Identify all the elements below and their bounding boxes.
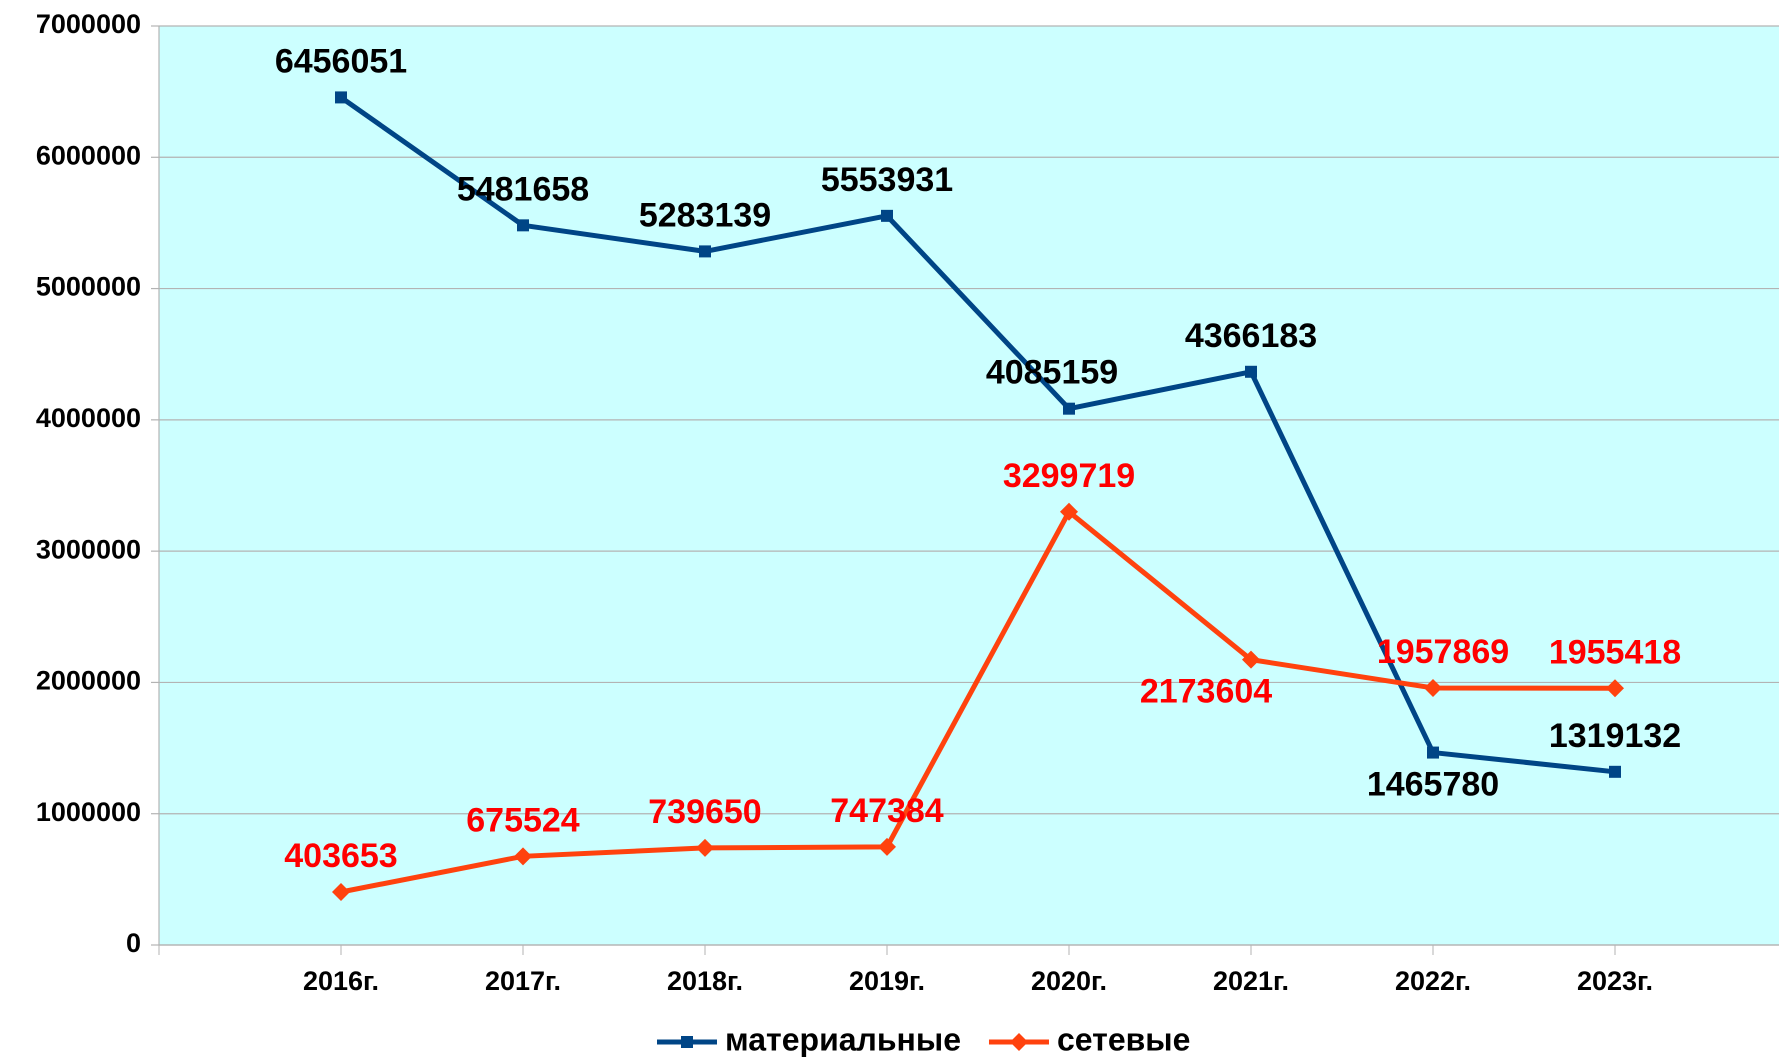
data-label: 675524 <box>466 801 580 839</box>
data-point <box>696 838 714 857</box>
y-tick-label: 2000000 <box>36 666 141 696</box>
data-point <box>1060 502 1078 521</box>
data-label: 739650 <box>648 793 761 831</box>
data-label: 1955418 <box>1549 633 1681 671</box>
x-tick-label: 2016г. <box>303 966 379 996</box>
series-line <box>340 509 1616 895</box>
data-label: 5481658 <box>457 170 589 208</box>
plot-area <box>159 26 1779 945</box>
data-label: 2173604 <box>1140 673 1272 711</box>
y-tick-label: 6000000 <box>36 140 141 170</box>
y-tick-label: 3000000 <box>36 534 141 564</box>
data-point <box>1427 746 1439 759</box>
data-point <box>517 219 529 232</box>
data-label: 1465780 <box>1367 766 1499 804</box>
data-label: 3299719 <box>1003 457 1135 495</box>
legend-marker <box>681 1036 693 1048</box>
data-point <box>332 883 350 902</box>
x-tick-label: 2020г. <box>1031 966 1107 996</box>
data-point <box>1609 765 1621 778</box>
data-label: 1319132 <box>1549 717 1681 755</box>
data-point <box>699 245 711 258</box>
data-label: 747384 <box>830 792 944 830</box>
data-label: 403653 <box>284 837 397 875</box>
legend-label: сетевые <box>1057 1021 1190 1057</box>
data-label: 4085159 <box>986 354 1118 392</box>
x-tick-label: 2022г. <box>1395 966 1471 996</box>
series-line <box>339 95 1616 775</box>
data-point <box>514 847 532 866</box>
data-point <box>1245 365 1257 378</box>
x-tick-label: 2021г. <box>1213 966 1289 996</box>
y-tick-label: 0 <box>126 928 141 958</box>
data-point <box>335 91 347 104</box>
data-label: 5283139 <box>639 196 771 234</box>
data-label: 6456051 <box>275 42 407 80</box>
y-tick-label: 4000000 <box>36 403 141 433</box>
data-point <box>1606 679 1624 698</box>
y-tick-label: 1000000 <box>36 797 141 827</box>
legend-label: материальные <box>725 1021 961 1057</box>
data-label: 5553931 <box>821 161 953 199</box>
data-point <box>1424 678 1442 697</box>
x-tick-label: 2017г. <box>485 966 561 996</box>
data-point <box>1242 650 1260 669</box>
data-label: 4366183 <box>1185 317 1317 355</box>
x-tick-label: 2019г. <box>849 966 925 996</box>
y-tick-label: 7000000 <box>36 9 141 39</box>
data-point <box>881 209 893 222</box>
x-tick-label: 2023г. <box>1577 966 1653 996</box>
data-label: 1957869 <box>1377 633 1509 671</box>
y-tick-label: 5000000 <box>36 272 141 302</box>
legend-marker <box>1009 1033 1028 1051</box>
data-point <box>1063 402 1075 415</box>
data-point <box>878 837 896 856</box>
x-tick-label: 2018г. <box>667 966 743 996</box>
